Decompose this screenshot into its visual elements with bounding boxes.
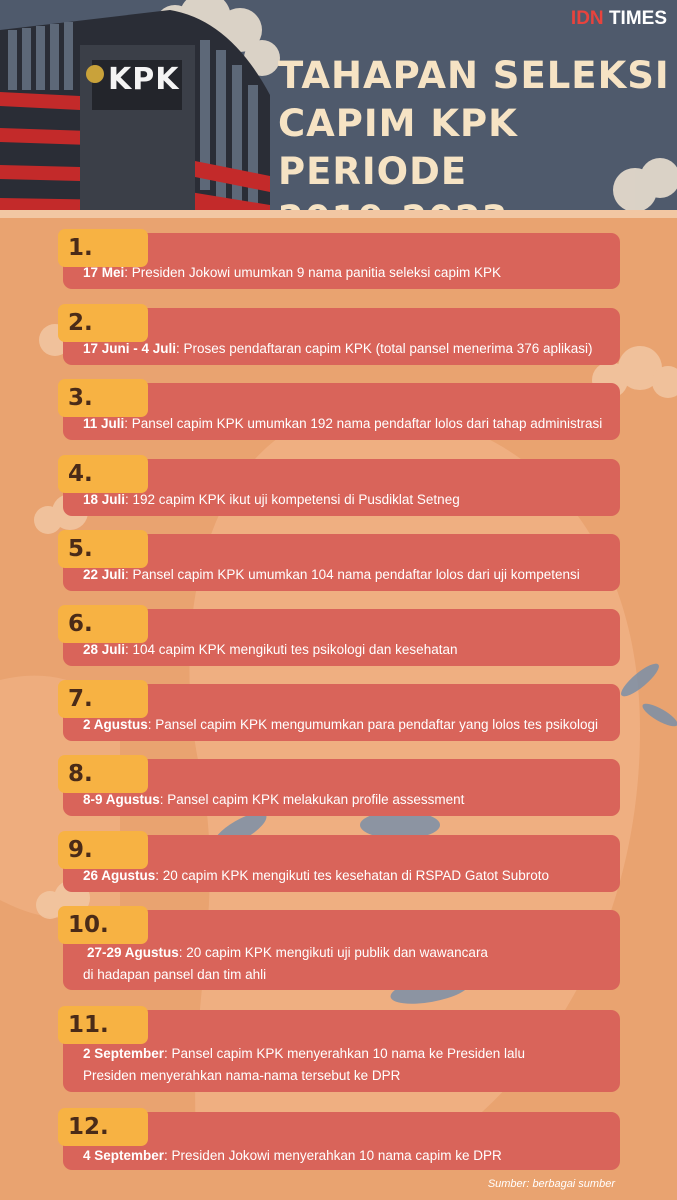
step-text: 8-9 Agustus: Pansel capim KPK melakukan … bbox=[83, 789, 614, 811]
step-card-10: 10. 27-29 Agustus: 20 capim KPK mengikut… bbox=[58, 906, 620, 990]
step-description: : 192 capim KPK ikut uji kompetensi di P… bbox=[125, 492, 460, 507]
step-text: 22 Juli: Pansel capim KPK umumkan 104 na… bbox=[83, 564, 614, 586]
step-date: 17 Juni - 4 Juli bbox=[83, 341, 177, 356]
step-date: 17 Mei bbox=[83, 265, 125, 280]
step-description: : 20 capim KPK mengikuti uji publik dan … bbox=[178, 945, 488, 960]
step-number: 6. bbox=[58, 605, 148, 643]
step-card-7: 7. 2 Agustus: Pansel capim KPK mengumumk… bbox=[58, 680, 620, 741]
step-number: 12. bbox=[58, 1108, 148, 1146]
step-card-1: 1. 17 Mei: Presiden Jokowi umumkan 9 nam… bbox=[58, 229, 620, 289]
step-text: 17 Juni - 4 Juli: Proses pendaftaran cap… bbox=[83, 338, 614, 360]
step-number: 5. bbox=[58, 530, 148, 568]
step-date: 11 Juli bbox=[83, 416, 125, 431]
title-line-3: 2019-2023 bbox=[278, 196, 677, 210]
step-text: 4 September: Presiden Jokowi menyerahkan… bbox=[83, 1145, 614, 1167]
step-date: 2 Agustus bbox=[83, 717, 148, 732]
kpk-building-illustration bbox=[0, 0, 677, 210]
page-title: TAHAPAN SELEKSI CAPIM KPK PERIODE 2019-2… bbox=[278, 52, 677, 210]
header-divider bbox=[0, 210, 677, 218]
step-text: 2 September: Pansel capim KPK menyerahka… bbox=[83, 1043, 614, 1087]
step-card-2: 2. 17 Juni - 4 Juli: Proses pendaftaran … bbox=[58, 304, 620, 365]
step-date: 27-29 Agustus bbox=[87, 945, 179, 960]
step-date: 4 September bbox=[83, 1148, 165, 1163]
step-card-3: 3. 11 Juli: Pansel capim KPK umumkan 192… bbox=[58, 379, 620, 440]
step-description: : 104 capim KPK mengikuti tes psikologi … bbox=[125, 642, 458, 657]
step-date: 26 Agustus bbox=[83, 868, 156, 883]
step-text: 11 Juli: Pansel capim KPK umumkan 192 na… bbox=[83, 413, 614, 435]
step-card-5: 5. 22 Juli: Pansel capim KPK umumkan 104… bbox=[58, 530, 620, 591]
step-text: 26 Agustus: 20 capim KPK mengikuti tes k… bbox=[83, 865, 614, 887]
step-date: 8-9 Agustus bbox=[83, 792, 160, 807]
step-description-line-2: Presiden menyerahkan nama-nama tersebut … bbox=[83, 1068, 401, 1083]
idn-times-logo: IDN TIMES bbox=[570, 8, 667, 29]
step-number: 11. bbox=[58, 1006, 148, 1044]
step-text: 28 Juli: 104 capim KPK mengikuti tes psi… bbox=[83, 639, 614, 661]
step-text: 17 Mei: Presiden Jokowi umumkan 9 nama p… bbox=[83, 262, 614, 284]
step-description-line-2: di hadapan pansel dan tim ahli bbox=[83, 967, 267, 982]
step-number: 9. bbox=[58, 831, 148, 869]
step-date: 18 Juli bbox=[83, 492, 126, 507]
step-date: 2 September bbox=[83, 1046, 165, 1061]
step-card-4: 4. 18 Juli: 192 capim KPK ikut uji kompe… bbox=[58, 455, 620, 516]
step-card-6: 6. 28 Juli: 104 capim KPK mengikuti tes … bbox=[58, 605, 620, 666]
step-description: : Pansel capim KPK menyerahkan 10 nama k… bbox=[164, 1046, 525, 1061]
step-number: 4. bbox=[58, 455, 148, 493]
step-description: : Pansel capim KPK mengumumkan para pend… bbox=[147, 717, 599, 732]
building-sign: KPK bbox=[108, 62, 180, 97]
step-date: 22 Juli bbox=[83, 567, 126, 582]
step-text: 2 Agustus: Pansel capim KPK mengumumkan … bbox=[83, 714, 614, 736]
title-line-1: TAHAPAN SELEKSI bbox=[278, 54, 670, 97]
step-description: : Presiden Jokowi umumkan 9 nama panitia… bbox=[124, 265, 501, 280]
header-banner: KPK TAHAPAN SELEKSI CAPIM KPK PERIODE 20… bbox=[0, 0, 677, 210]
step-description: : Pansel capim KPK umumkan 192 nama pend… bbox=[124, 416, 603, 431]
step-number: 7. bbox=[58, 680, 148, 718]
step-description: : Proses pendaftaran capim KPK (total pa… bbox=[176, 341, 593, 356]
step-number: 10. bbox=[58, 906, 148, 944]
step-text: 18 Juli: 192 capim KPK ikut uji kompeten… bbox=[83, 489, 614, 511]
step-description: : Pansel capim KPK melakukan profile ass… bbox=[159, 792, 465, 807]
step-description: : Presiden Jokowi menyerahkan 10 nama ca… bbox=[164, 1148, 502, 1163]
step-card-11: 11. 2 September: Pansel capim KPK menyer… bbox=[58, 1006, 620, 1092]
step-number: 2. bbox=[58, 304, 148, 342]
step-text: 27-29 Agustus: 20 capim KPK mengikuti uj… bbox=[83, 942, 614, 986]
step-number: 3. bbox=[58, 379, 148, 417]
step-card-12: 12. 4 September: Presiden Jokowi menyera… bbox=[58, 1108, 620, 1170]
step-card-9: 9. 26 Agustus: 20 capim KPK mengikuti te… bbox=[58, 831, 620, 892]
step-description: : Pansel capim KPK umumkan 104 nama pend… bbox=[125, 567, 580, 582]
step-card-8: 8. 8-9 Agustus: Pansel capim KPK melakuk… bbox=[58, 755, 620, 816]
step-description: : 20 capim KPK mengikuti tes kesehatan d… bbox=[155, 868, 549, 883]
source-note: Sumber: berbagai sumber bbox=[487, 1178, 615, 1190]
title-line-2: CAPIM KPK PERIODE bbox=[278, 102, 518, 193]
step-number: 8. bbox=[58, 755, 148, 793]
step-date: 28 Juli bbox=[83, 642, 126, 657]
step-number: 1. bbox=[58, 229, 148, 267]
